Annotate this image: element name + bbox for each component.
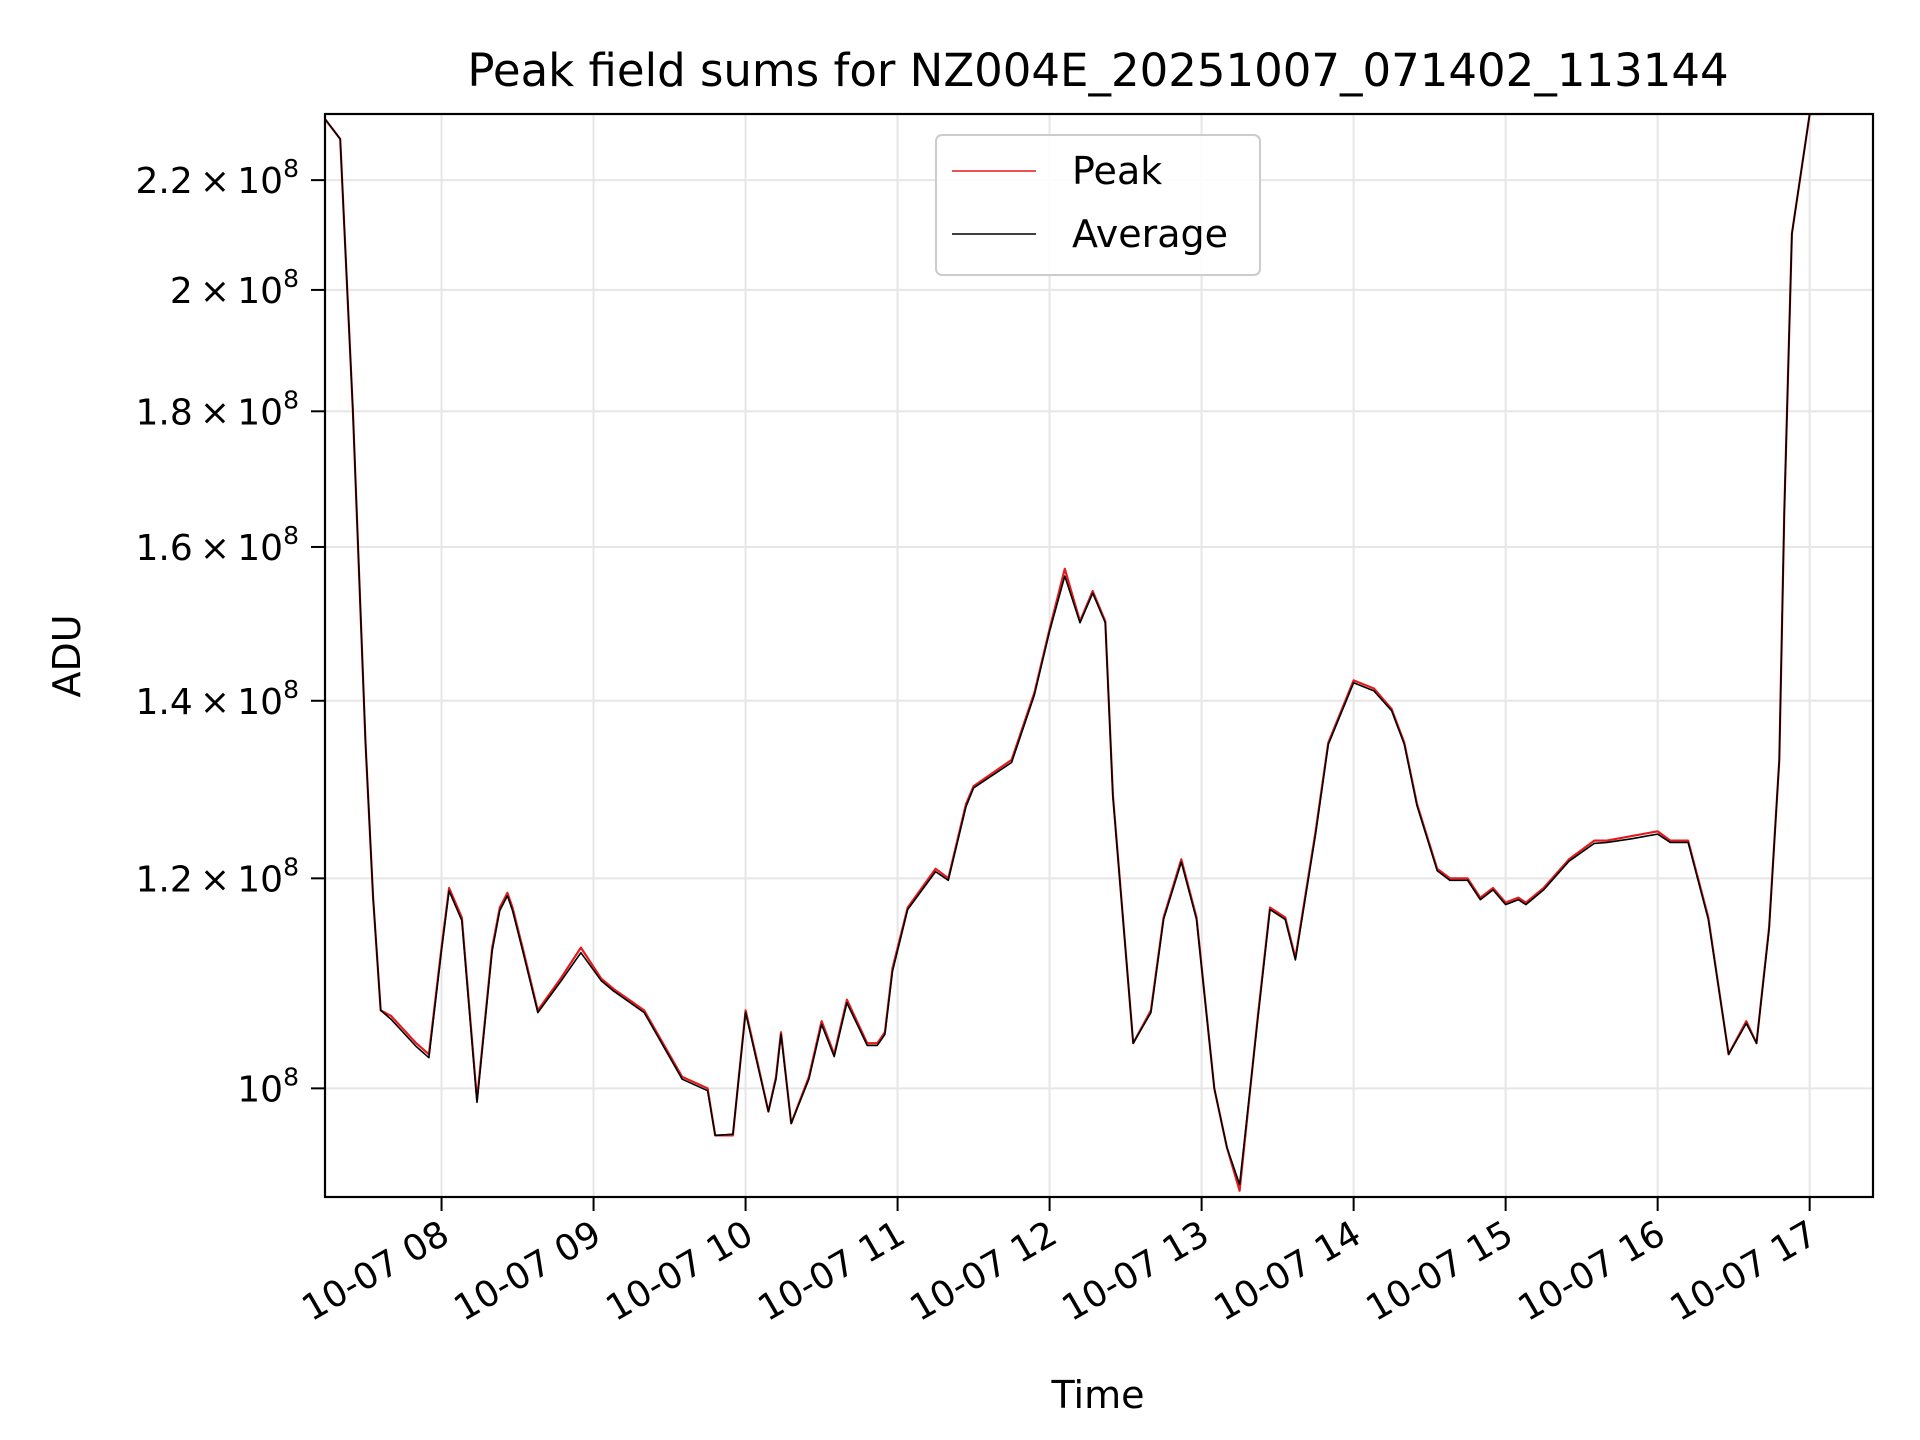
y-tick-label: 1.8 × 108 bbox=[135, 385, 299, 433]
legend-label-peak: Peak bbox=[1072, 149, 1162, 193]
y-axis-label: ADU bbox=[45, 614, 89, 697]
y-tick-label: 1.2 × 108 bbox=[135, 852, 299, 900]
legend: Peak Average bbox=[935, 134, 1261, 276]
x-axis-label: Time bbox=[1051, 1373, 1145, 1417]
y-tick-label: 108 bbox=[237, 1062, 299, 1110]
series-layer bbox=[325, 114, 1823, 1192]
y-axis: 108 1.2 × 108 1.4 × 108 1.6 × 108 1.8 × 108 2… bbox=[135, 154, 325, 1110]
legend-label-average: Average bbox=[1072, 212, 1228, 256]
grid bbox=[325, 114, 1873, 1197]
plot-frame bbox=[323, 112, 1875, 1199]
y-tick-label: 2 × 108 bbox=[170, 264, 299, 312]
chart-title: Peak field sums for NZ004E_20251007_0714… bbox=[467, 44, 1728, 97]
y-tick-label: 1.4 × 108 bbox=[135, 675, 299, 723]
legend-box bbox=[935, 134, 1261, 276]
series-line-average bbox=[325, 114, 1823, 1186]
y-tick-label: 2.2 × 108 bbox=[135, 154, 299, 202]
y-tick-label: 1.6 × 108 bbox=[135, 521, 299, 569]
